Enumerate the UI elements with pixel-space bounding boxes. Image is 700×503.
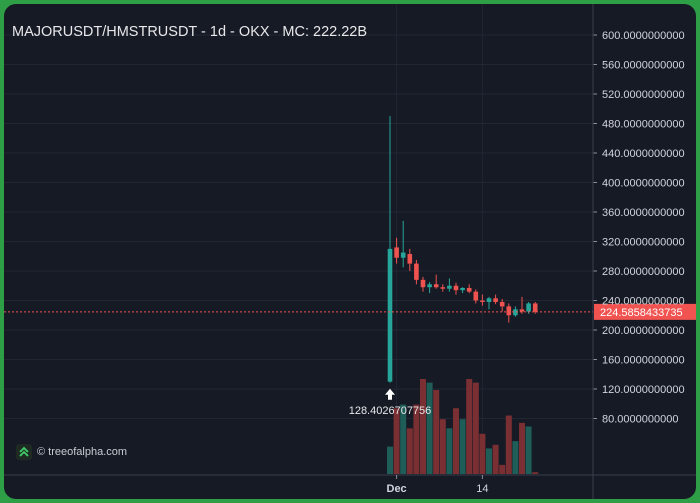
candle-body bbox=[420, 279, 426, 288]
current-price-tag bbox=[594, 303, 696, 320]
low-marker-label: 128.4026707756 bbox=[349, 405, 432, 417]
candle-body bbox=[532, 303, 538, 312]
grid-lines bbox=[4, 4, 593, 475]
volume-bar bbox=[486, 448, 492, 474]
candle-body bbox=[440, 287, 446, 289]
chart-frame: 224.5858433735 128.4026707756 600.0000000… bbox=[4, 4, 696, 499]
candle-body bbox=[513, 309, 518, 316]
volume-bar bbox=[453, 408, 459, 474]
candle-body bbox=[447, 285, 452, 289]
low-marker-arrow-icon bbox=[385, 388, 395, 400]
volume-bar bbox=[492, 444, 499, 474]
y-tick-label: 480.0000000000 bbox=[602, 119, 685, 131]
y-tick-label: 440.0000000000 bbox=[602, 148, 685, 160]
volume-bar bbox=[459, 419, 466, 474]
candle-body bbox=[387, 248, 393, 382]
chart-title: MAJORUSDT/HMSTRUSDT - 1d - OKX - MC: 222… bbox=[12, 24, 368, 40]
x-tick-label: Dec bbox=[387, 483, 407, 495]
volume-bar bbox=[393, 408, 400, 474]
y-tick-label: 320.0000000000 bbox=[602, 237, 685, 249]
price-axis: 600.0000000000 560.0000000000 520.00000000… bbox=[592, 4, 685, 499]
y-tick-label: 360.0000000000 bbox=[602, 207, 685, 219]
volume-bar bbox=[446, 428, 453, 474]
candle-body bbox=[526, 303, 531, 312]
time-axis: Dec 14 bbox=[4, 474, 696, 495]
volume-bar bbox=[525, 426, 532, 474]
y-tick-label: 240.0000000000 bbox=[602, 296, 685, 308]
y-tick-label: 80.0000000000 bbox=[602, 414, 678, 426]
overlay: 224.5858433735 128.4026707756 bbox=[4, 303, 696, 417]
candle-body bbox=[394, 247, 399, 258]
y-tick-label: 160.0000000000 bbox=[602, 355, 685, 367]
y-tick-label: 600.0000000000 bbox=[602, 30, 685, 42]
candle-body bbox=[480, 300, 485, 302]
volume-bar bbox=[400, 404, 407, 474]
volume-bar bbox=[499, 464, 506, 474]
candle-body bbox=[506, 306, 512, 316]
y-tick-label: 120.0000000000 bbox=[602, 384, 685, 396]
volume-bar bbox=[519, 422, 525, 474]
y-tick-label: 280.0000000000 bbox=[602, 266, 685, 278]
volume-bar bbox=[512, 441, 519, 474]
candle-body bbox=[493, 298, 498, 302]
current-price-label: 224.5858433735 bbox=[600, 307, 683, 319]
candle-body bbox=[473, 291, 479, 301]
y-tick-label: 200.0000000000 bbox=[602, 325, 685, 337]
volume-bar bbox=[472, 382, 479, 474]
tree-of-alpha-logo-icon bbox=[16, 444, 32, 460]
volume-bar bbox=[505, 415, 512, 474]
volume-bar bbox=[439, 419, 446, 474]
candle-body bbox=[486, 298, 492, 302]
volume-bar bbox=[433, 389, 440, 474]
candle-body bbox=[453, 285, 459, 291]
candle-body bbox=[519, 309, 525, 312]
candle-body bbox=[499, 301, 505, 307]
watermark: © treeofalpha.com bbox=[16, 444, 127, 460]
volume-bar bbox=[406, 428, 413, 474]
volume-bars bbox=[387, 379, 539, 474]
candles bbox=[387, 116, 538, 383]
volume-bar bbox=[426, 382, 433, 474]
candle-body bbox=[414, 263, 419, 280]
y-tick-label: 400.0000000000 bbox=[602, 178, 685, 190]
x-tick-label: 14 bbox=[476, 483, 488, 495]
candle-body bbox=[427, 284, 432, 288]
volume-bar bbox=[387, 446, 393, 474]
y-tick-label: 520.0000000000 bbox=[602, 89, 685, 101]
volume-bar bbox=[413, 404, 420, 474]
chart-canvas[interactable]: 224.5858433735 128.4026707756 600.0000000… bbox=[4, 4, 696, 499]
volume-bar bbox=[532, 472, 539, 474]
candle-body bbox=[460, 287, 465, 291]
candle-body bbox=[466, 287, 472, 292]
volume-bar bbox=[466, 379, 473, 474]
volume-bar bbox=[479, 433, 486, 474]
candle-body bbox=[433, 284, 439, 288]
watermark-text: © treeofalpha.com bbox=[37, 446, 128, 458]
y-tick-label: 560.0000000000 bbox=[602, 60, 685, 72]
volume-bar bbox=[420, 379, 426, 474]
candle-body bbox=[407, 254, 413, 264]
candle-body bbox=[400, 252, 406, 258]
